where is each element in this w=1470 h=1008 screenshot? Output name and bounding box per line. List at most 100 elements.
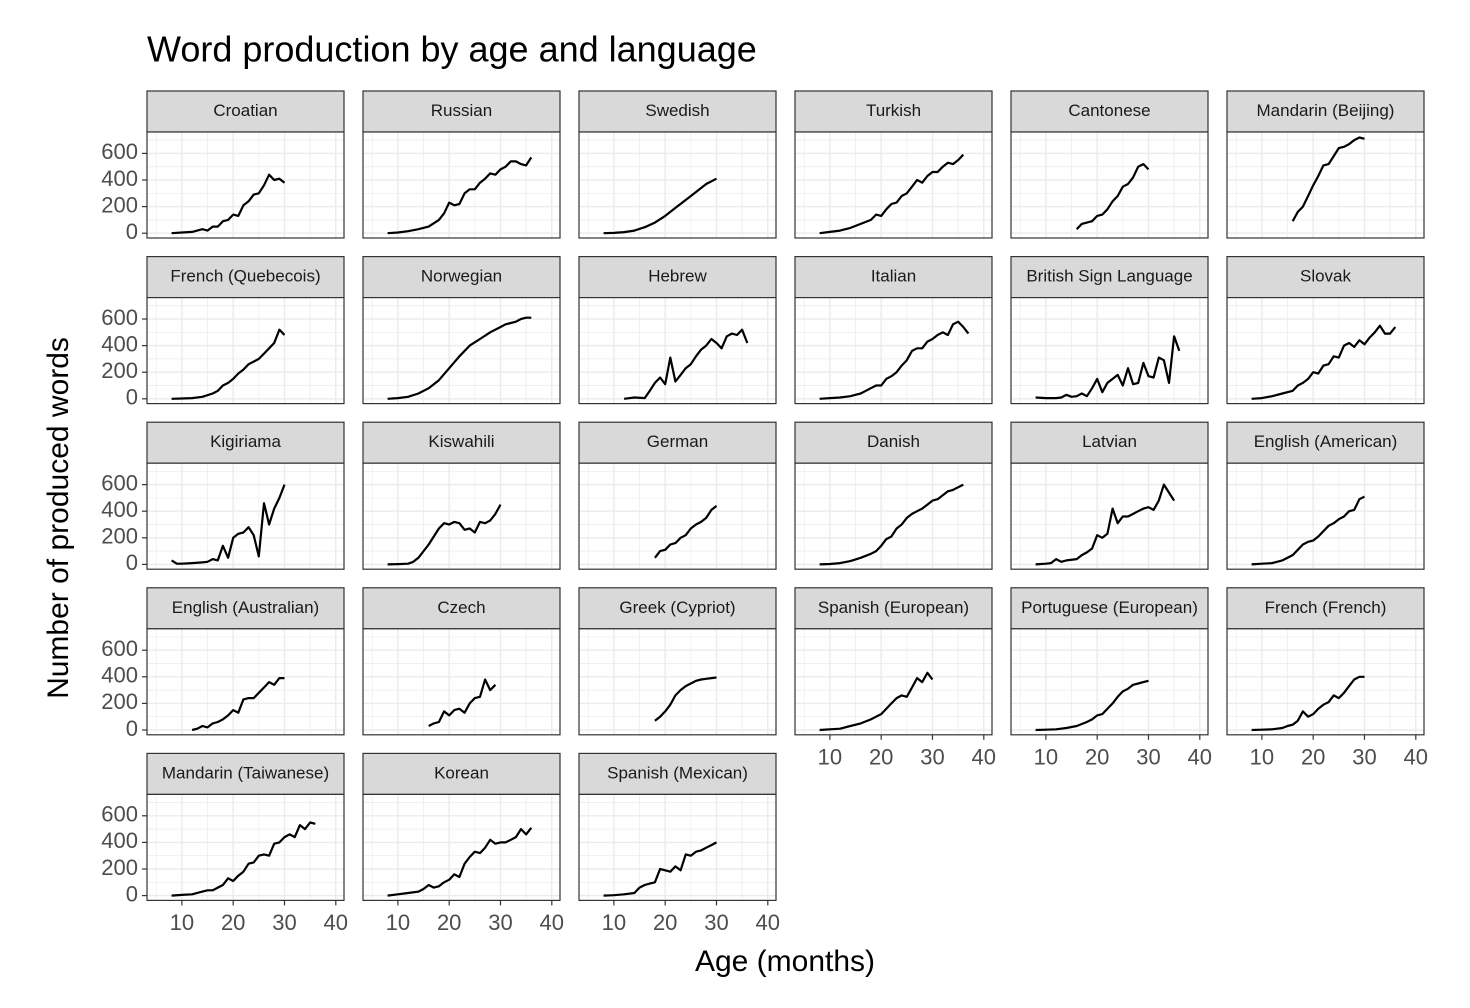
strip: [362, 90, 561, 133]
strip: [146, 752, 345, 796]
panel-border: [146, 462, 345, 570]
strip-label: Mandarin (Taiwanese): [162, 763, 329, 782]
strip-label: French (Quebecois): [170, 267, 320, 286]
panel-border: [362, 628, 561, 736]
panel-background: [1011, 132, 1208, 238]
panel-background: [579, 297, 776, 404]
x-tick-label: 40: [540, 910, 564, 935]
data-line: [603, 841, 718, 897]
y-tick-label: 600: [101, 470, 138, 495]
x-tick-label: 20: [653, 910, 677, 935]
data-line: [819, 153, 965, 235]
strip: [146, 256, 345, 299]
y-tick-label: 600: [101, 305, 138, 330]
y-tick-label: 400: [101, 331, 138, 356]
data-line: [1035, 335, 1181, 400]
strip: [146, 421, 345, 464]
data-line: [171, 484, 286, 565]
x-tick-label: 10: [1034, 745, 1058, 770]
x-tick-label: 30: [1136, 745, 1160, 770]
panel-background: [579, 132, 776, 238]
panel-border: [146, 131, 345, 239]
panel-border: [794, 297, 993, 405]
y-tick-label: 0: [126, 219, 138, 244]
strip: [794, 421, 993, 464]
x-tick-label: 40: [756, 910, 780, 935]
data-line: [1291, 136, 1365, 222]
strip-label: English (Australian): [172, 598, 319, 617]
strip-label: Croatian: [213, 101, 277, 120]
y-tick-label: 200: [101, 192, 138, 217]
panel-background: [795, 628, 992, 735]
panel-background: [363, 132, 560, 238]
x-tick-label: 10: [602, 910, 626, 935]
data-line: [387, 156, 533, 235]
x-tick-label: 20: [1085, 745, 1109, 770]
strip: [362, 587, 561, 630]
panel-border: [1226, 462, 1425, 570]
panel-border: [1226, 131, 1425, 239]
data-line: [171, 173, 286, 235]
panel-background: [147, 628, 344, 735]
strip: [362, 752, 561, 796]
panel-border: [794, 628, 993, 736]
panel-border: [1010, 628, 1209, 736]
panel-background: [1011, 628, 1208, 735]
strip-label: Slovak: [1300, 267, 1352, 286]
data-line: [819, 483, 964, 566]
strip-label: Mandarin (Beijing): [1257, 101, 1395, 120]
strip-label: Danish: [867, 432, 920, 451]
panel-border: [794, 462, 993, 570]
strip: [146, 587, 345, 630]
strip-label: Russian: [431, 101, 492, 120]
panel-border: [146, 297, 345, 405]
x-tick-label: 20: [221, 910, 245, 935]
x-tick-label: 40: [324, 910, 348, 935]
strip: [1010, 90, 1209, 133]
strip: [578, 421, 777, 464]
data-line: [1251, 495, 1365, 566]
x-tick-label: 40: [972, 745, 996, 770]
y-axis-label: Number of produced words: [42, 337, 75, 699]
y-tick-label: 200: [101, 855, 138, 880]
x-tick-label: 20: [1301, 745, 1325, 770]
panel-background: [1227, 297, 1424, 404]
data-line: [1251, 675, 1365, 732]
panel-border: [578, 297, 777, 405]
panel-border: [1010, 462, 1209, 570]
x-tick-label: 10: [1250, 745, 1274, 770]
strip: [1226, 90, 1425, 133]
y-tick-label: 0: [126, 385, 138, 410]
data-line: [387, 827, 533, 897]
y-tick-label: 400: [101, 828, 138, 853]
panel-border: [362, 297, 561, 405]
x-tick-label: 10: [818, 745, 842, 770]
data-line: [387, 316, 532, 400]
panel-border: [578, 793, 777, 902]
data-line: [387, 504, 502, 566]
strip-label: British Sign Language: [1026, 267, 1192, 286]
data-line: [1251, 324, 1397, 400]
y-tick-label: 400: [101, 663, 138, 688]
data-line: [1035, 483, 1176, 566]
strip-label: Hebrew: [648, 267, 707, 286]
strip-label: French (French): [1265, 598, 1387, 617]
data-line: [1075, 163, 1150, 230]
chart-title: Word production by age and language: [147, 29, 757, 70]
panel-border: [1010, 131, 1209, 239]
strip-label: Norwegian: [421, 267, 502, 286]
data-line: [654, 505, 718, 559]
panel-background: [1011, 463, 1208, 570]
panel-border: [146, 628, 345, 736]
y-tick-label: 0: [126, 881, 138, 906]
x-tick-label: 40: [1188, 745, 1212, 770]
data-line: [654, 676, 717, 722]
panel-background: [1011, 297, 1208, 404]
panel-border: [794, 131, 993, 239]
strip-label: Latvian: [1082, 432, 1137, 451]
strip-label: Czech: [437, 598, 485, 617]
y-tick-label: 0: [126, 716, 138, 741]
y-tick-label: 600: [101, 139, 138, 164]
panel-border: [146, 793, 345, 902]
